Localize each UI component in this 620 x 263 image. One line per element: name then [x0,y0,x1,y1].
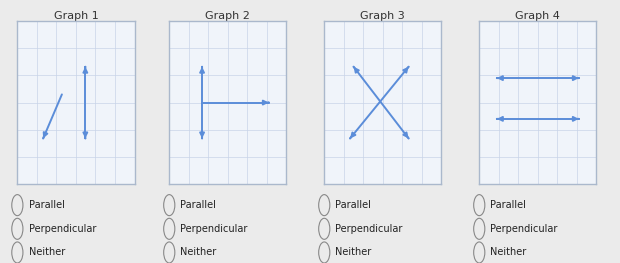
Text: Graph 1: Graph 1 [53,11,99,21]
Text: Perpendicular: Perpendicular [490,224,558,234]
Text: Parallel: Parallel [335,200,371,210]
Text: Graph 3: Graph 3 [360,11,405,21]
Text: Neither: Neither [490,247,526,257]
Text: Graph 4: Graph 4 [515,11,560,21]
Text: Graph 2: Graph 2 [205,11,250,21]
Text: Parallel: Parallel [180,200,216,210]
Text: Perpendicular: Perpendicular [29,224,96,234]
Text: Neither: Neither [29,247,64,257]
Text: Perpendicular: Perpendicular [335,224,403,234]
Text: Parallel: Parallel [29,200,64,210]
Text: Parallel: Parallel [490,200,526,210]
Text: Neither: Neither [180,247,216,257]
Text: Perpendicular: Perpendicular [180,224,248,234]
Text: Neither: Neither [335,247,371,257]
